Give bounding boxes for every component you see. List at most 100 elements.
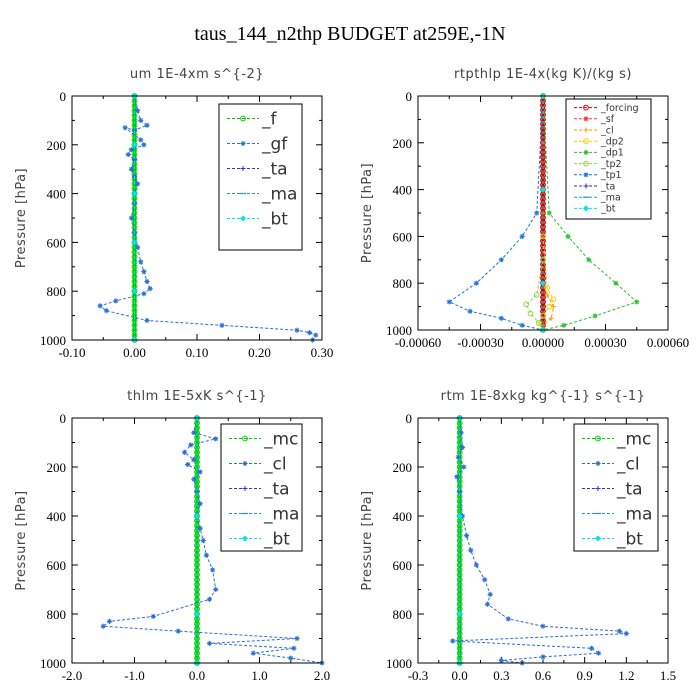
data-point: [219, 322, 225, 328]
data-point: [250, 650, 256, 656]
data-point: [473, 280, 479, 286]
y-tick-label: 0: [406, 411, 413, 426]
data-point: [498, 257, 504, 263]
x-tick-label: 0.20: [248, 345, 271, 360]
legend-swatch-marker: [240, 166, 246, 171]
legend: _forcing_sf_cl_dp2_dp1_tp2_tp1_ta_ma_bt: [565, 98, 652, 220]
legend-label: _bt: [263, 529, 290, 549]
data-point: [138, 259, 144, 265]
legend-label: _tp1: [600, 170, 622, 181]
y-tick-label: 200: [393, 136, 413, 151]
series-line: [542, 95, 638, 331]
legend-label: _ma: [261, 184, 297, 204]
data-point: [484, 601, 491, 607]
data-point: [141, 291, 147, 297]
data-point: [592, 313, 598, 319]
series-bt: [540, 93, 546, 333]
legend: _f _gf _ta _ma _bt: [218, 103, 303, 251]
series-gf: [97, 93, 319, 343]
x-tick-label: 1.0: [251, 668, 267, 683]
legend-label: _forcing: [600, 103, 639, 114]
series-line: [542, 96, 554, 330]
y-tick-label: 1000: [386, 656, 412, 671]
data-point: [103, 308, 109, 314]
legend-label: _f: [261, 109, 278, 129]
data-point: [446, 299, 452, 305]
y-axis-label: Pressure [hPa]: [14, 168, 29, 268]
x-tick-label: 0.00000: [522, 335, 564, 350]
legend-swatch-marker: [240, 215, 246, 222]
data-point: [100, 623, 106, 629]
data-point: [565, 233, 571, 239]
legend-swatch-marker: [583, 104, 589, 111]
legend-label: _bt: [261, 209, 288, 229]
legend-swatch-marker: [595, 535, 601, 542]
x-tick-label: -0.3: [408, 668, 429, 683]
legend-label: _ta: [600, 181, 615, 192]
data-point: [188, 442, 194, 448]
legend-swatch-marker: [595, 435, 601, 442]
y-tick-label: 400: [393, 183, 413, 198]
data-point: [125, 151, 131, 158]
chart-panel-rtpthlp: rtpthlp 1E-4x(kg K)/(kg s) Pressure [hPa]…: [360, 67, 689, 350]
data-point: [131, 156, 138, 163]
data-point: [313, 332, 319, 338]
data-point: [523, 301, 530, 308]
data-point: [459, 444, 466, 450]
legend-label: _tp2: [600, 159, 622, 170]
data-point: [131, 141, 138, 148]
y-tick-label: 600: [393, 558, 413, 573]
data-point: [203, 552, 209, 558]
legend-label: _dp1: [600, 148, 624, 159]
data-point: [175, 628, 181, 634]
legend-swatch-marker: [583, 205, 589, 212]
y-axis-label: Pressure [hPa]: [14, 490, 29, 590]
y-tick-label: 400: [47, 187, 67, 202]
data-point: [197, 501, 203, 507]
data-point: [291, 645, 297, 651]
panel-title: rtpthlp 1E-4x(kg K)/(kg s): [454, 67, 632, 82]
data-point: [138, 137, 144, 143]
data-point: [540, 654, 546, 660]
y-tick-label: 800: [47, 607, 67, 622]
y-tick-label: 800: [393, 276, 413, 291]
series-line: [448, 95, 544, 331]
data-point: [131, 127, 138, 133]
data-point: [456, 513, 463, 519]
x-tick-label: 0.10: [186, 345, 209, 360]
y-axis-label: Pressure [hPa]: [360, 163, 375, 263]
data-point: [135, 108, 141, 114]
panel-title: um 1E-4xm s^{-2}: [130, 67, 264, 82]
data-point: [544, 292, 550, 298]
y-tick-label: 600: [393, 229, 413, 244]
legend-swatch-marker: [583, 149, 589, 155]
y-tick-label: 200: [393, 460, 413, 475]
data-point: [141, 269, 147, 275]
data-point: [498, 315, 504, 321]
x-tick-label: 2.0: [314, 668, 330, 683]
x-tick-label: 1.5: [660, 668, 676, 683]
data-point: [468, 547, 474, 553]
data-point: [546, 303, 553, 310]
y-tick-label: 800: [393, 607, 413, 622]
y-tick-label: 200: [47, 138, 67, 153]
data-point: [294, 635, 300, 642]
data-point: [634, 299, 640, 305]
y-tick-label: 0: [60, 89, 67, 104]
x-tick-label: 0.00060: [647, 335, 689, 350]
data-point: [197, 525, 203, 531]
data-point: [288, 655, 294, 661]
legend-box: [218, 103, 303, 251]
series-line: [538, 96, 554, 331]
legend-label: _cl: [600, 125, 614, 136]
legend: _mc _cl _ta _ma _bt: [220, 423, 303, 552]
data-point: [197, 469, 203, 475]
legend-swatch-marker: [595, 460, 601, 467]
legend-label: _ma: [616, 504, 652, 524]
data-point: [113, 298, 119, 304]
data-point: [144, 317, 150, 324]
data-point: [458, 430, 464, 436]
x-tick-label: -2.0: [62, 668, 83, 683]
